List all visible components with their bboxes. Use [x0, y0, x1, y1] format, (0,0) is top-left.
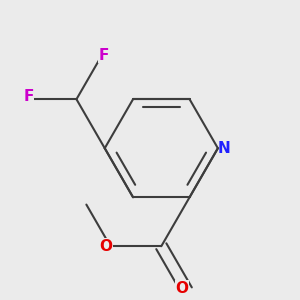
Text: F: F [23, 89, 34, 104]
Text: O: O [99, 239, 112, 254]
Text: N: N [217, 141, 230, 156]
Text: O: O [176, 281, 188, 296]
Text: F: F [98, 47, 109, 62]
